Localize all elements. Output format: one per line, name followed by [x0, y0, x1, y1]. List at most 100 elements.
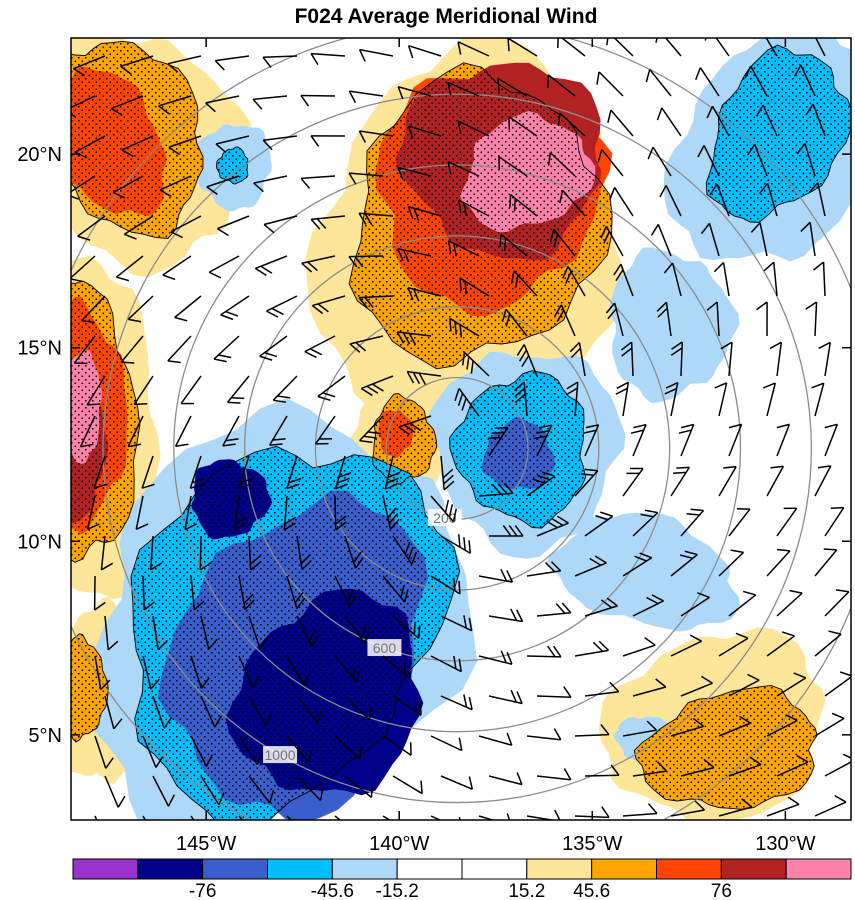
wind-barb — [499, 233, 528, 257]
wind-barb — [670, 717, 705, 737]
wind-barb — [233, 495, 248, 531]
wind-barb — [536, 768, 572, 781]
significance-stipple — [372, 393, 438, 485]
wind-barb — [112, 175, 144, 199]
wind-barb — [596, 71, 624, 97]
wind-barb — [814, 465, 832, 497]
wind-barb — [407, 44, 442, 59]
wind-barb — [344, 775, 373, 798]
wind-barb — [358, 415, 384, 444]
colorbar-swatch — [202, 858, 269, 880]
wind-barb — [796, 143, 816, 177]
wind-barb — [526, 471, 556, 497]
wind-barb — [300, 94, 336, 107]
wind-barb — [632, 761, 668, 777]
wind-barb — [762, 382, 777, 417]
wind-barb — [574, 468, 599, 497]
wind-barb — [217, 215, 250, 237]
wind-barb — [728, 673, 760, 697]
wind-barb — [498, 156, 528, 177]
wind-barb — [547, 74, 576, 97]
wind-barb — [215, 135, 250, 153]
wind-barb — [509, 194, 538, 217]
wind-barb — [384, 455, 401, 490]
significance-stipple — [71, 633, 109, 743]
ring-label: 1000 — [264, 747, 295, 763]
colorbar-label: -45.6 — [311, 881, 354, 900]
wind-barb — [656, 107, 682, 137]
wind-barb — [547, 152, 576, 177]
colorbar-swatch — [72, 858, 139, 880]
wind-barb — [392, 615, 421, 639]
wind-barb — [397, 166, 432, 180]
wind-barb — [776, 589, 803, 617]
wind-barb — [248, 615, 269, 649]
wind-barb — [220, 295, 250, 321]
wind-barb — [310, 215, 346, 230]
wind-barb — [142, 575, 155, 611]
wind-barb — [100, 535, 114, 571]
wind-barb — [296, 775, 324, 802]
wind-barb — [812, 261, 826, 297]
wind-barb — [254, 255, 288, 277]
wind-barb — [334, 455, 352, 490]
wind-barb — [776, 672, 807, 697]
colorbar-label: 15.2 — [508, 881, 545, 900]
wind-barb — [622, 552, 653, 577]
wind-barb — [814, 794, 847, 817]
wind-barb — [190, 735, 214, 767]
wind-barb — [605, 302, 624, 337]
wind-barb — [808, 182, 826, 217]
wind-barb — [310, 135, 346, 147]
wind-barb — [824, 589, 850, 617]
wind-barb — [200, 615, 218, 650]
wind-barb — [622, 637, 656, 657]
wind-barb — [300, 175, 336, 189]
colorbar-swatch — [591, 858, 658, 880]
wind-barb — [382, 815, 391, 820]
wind-barb — [226, 375, 250, 404]
shaded-region-negative-1 — [547, 512, 740, 632]
colorbar-swatch — [656, 858, 722, 880]
wind-barb — [508, 116, 538, 137]
wind-barb — [398, 415, 432, 436]
wind-barb — [248, 695, 272, 726]
colorbar-swatch — [396, 858, 463, 880]
wind-barb — [670, 800, 705, 817]
wind-barb — [94, 735, 114, 769]
wind-barb — [697, 145, 720, 177]
wind-barb — [135, 495, 149, 531]
wind-barb — [526, 561, 562, 577]
wind-barb — [152, 775, 176, 807]
wind-barb — [728, 756, 762, 777]
radius-ring-800 — [173, 164, 742, 733]
significance-stipple — [71, 40, 204, 239]
wind-barb — [296, 535, 312, 571]
wind-barb — [286, 655, 311, 686]
wind-barb — [214, 55, 250, 71]
wind-barb — [184, 495, 198, 531]
wind-barb — [630, 423, 647, 457]
wind-barb — [766, 796, 800, 817]
wind-barb — [744, 65, 768, 97]
wind-barb — [392, 535, 418, 565]
wind-barb — [718, 715, 751, 737]
wind-barb — [222, 415, 240, 447]
ring-label-bg — [367, 639, 402, 657]
wind-barb — [620, 341, 634, 377]
wind-barb — [360, 375, 394, 397]
wind-barb-layer — [71, 38, 851, 820]
ring-label: 600 — [373, 640, 397, 656]
colorbar-swatch — [720, 858, 787, 880]
wind-barb — [718, 632, 749, 657]
wind-barb — [266, 295, 298, 318]
colorbar-label: 45.6 — [573, 881, 610, 900]
wind-barb — [392, 695, 422, 716]
wind-barb — [430, 495, 457, 523]
wind-barb — [678, 423, 695, 457]
wind-barb — [115, 255, 144, 282]
wind-barb — [252, 95, 288, 110]
wind-barb — [565, 381, 579, 417]
x-tick-label: 130°W — [755, 833, 815, 855]
y-tick-label: 20°N — [17, 144, 62, 166]
